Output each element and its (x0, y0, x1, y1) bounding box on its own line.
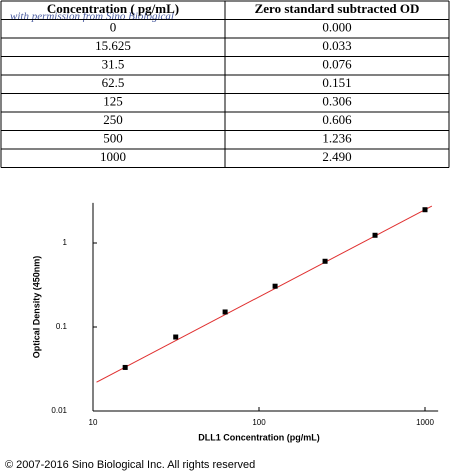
table-cell: 0.000 (322, 20, 351, 35)
table-cell: 0.076 (322, 57, 352, 72)
fit-line (96, 205, 433, 383)
table-cell: 0.033 (322, 38, 351, 53)
y-axis-label: Optical Density (450nm) (31, 256, 41, 359)
point (122, 364, 128, 370)
table-cell: 1.236 (322, 131, 352, 146)
table-cell: 2.490 (322, 149, 351, 164)
table-cell: 500 (103, 131, 123, 146)
table-cell: 125 (103, 94, 123, 109)
table-cell: 0.306 (322, 94, 352, 109)
table-cell: 62.5 (102, 75, 125, 90)
point (372, 232, 378, 238)
copyright: © 2007-2016 Sino Biological Inc. All rig… (5, 459, 255, 471)
table-cell: 250 (103, 112, 123, 127)
y-tick-label: 0.1 (56, 322, 68, 331)
point (422, 207, 428, 213)
table-cell: 31.5 (102, 57, 125, 72)
point (173, 334, 179, 340)
table-cell: 0.606 (322, 112, 352, 127)
x-tick-label: 1000 (416, 418, 434, 427)
y-tick-label: 0.01 (51, 406, 67, 415)
x-tick-label: 100 (252, 418, 266, 427)
x-axis-label: DLL1 Concentration (pg/mL) (198, 432, 320, 442)
point (272, 283, 278, 289)
table-cell: 15.625 (95, 38, 131, 53)
point (222, 309, 228, 315)
point (322, 258, 328, 264)
x-tick-label: 10 (89, 418, 98, 427)
table-cell: 0.151 (322, 75, 351, 90)
y-tick-label: 1 (63, 238, 68, 247)
table-header: Concentration ( pg/mL) (47, 1, 179, 16)
table-header: Zero standard subtracted OD (255, 1, 420, 16)
table-cell: 0 (110, 20, 117, 35)
table-cell: 1000 (100, 149, 126, 164)
